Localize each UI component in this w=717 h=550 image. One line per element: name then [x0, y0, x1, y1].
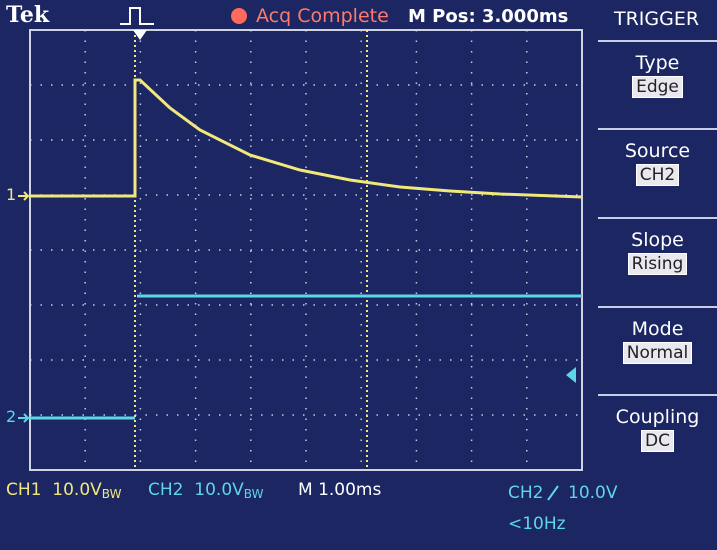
- horizontal-position: M Pos: 3.000ms: [408, 6, 569, 27]
- trigger-frequency: <10Hz: [508, 514, 566, 534]
- timebase: M 1.00ms: [298, 480, 382, 500]
- ch1-marker: 1: [6, 185, 17, 204]
- menu-title: TRIGGER: [614, 8, 700, 30]
- menu-label: Mode: [631, 318, 684, 340]
- menu-label: Slope: [631, 229, 684, 251]
- menu-value: Normal: [622, 342, 693, 364]
- menu-item[interactable]: Source CH2: [598, 128, 717, 216]
- ch1-name: CH1: [6, 480, 42, 500]
- menu-value: CH2: [635, 164, 680, 186]
- ch2-scale: 10.0V: [194, 480, 244, 500]
- trigger-level: 10.0V: [568, 483, 618, 503]
- ch2-bandwidth: BW: [243, 487, 264, 501]
- ch2-readout: CH2 10.0VBW: [148, 480, 263, 501]
- menu-label: Source: [624, 140, 691, 162]
- brand: Tek: [6, 2, 50, 28]
- menu-item[interactable]: Coupling DC: [598, 394, 717, 482]
- menu-value: DC: [641, 430, 674, 452]
- menu-item[interactable]: Slope Rising: [598, 217, 717, 305]
- menu-item[interactable]: Type Edge: [598, 40, 717, 128]
- menu-item[interactable]: Mode Normal: [598, 306, 717, 394]
- ch2-marker: 2: [6, 407, 17, 426]
- ch1-readout: CH1 10.0VBW: [6, 480, 121, 501]
- ch2-name: CH2: [148, 480, 184, 500]
- menu-label: Type: [635, 52, 680, 74]
- pulse-icon: [120, 7, 154, 25]
- record-icon: [231, 8, 247, 24]
- menu-value: Edge: [632, 76, 683, 98]
- ch1-scale: 10.0V: [52, 480, 102, 500]
- ch1-bandwidth: BW: [101, 487, 122, 501]
- acquisition-status: Acq Complete: [256, 5, 389, 27]
- trigger-source: CH2: [508, 483, 544, 503]
- menu-value: Rising: [627, 253, 688, 275]
- menu-label: Coupling: [615, 406, 700, 428]
